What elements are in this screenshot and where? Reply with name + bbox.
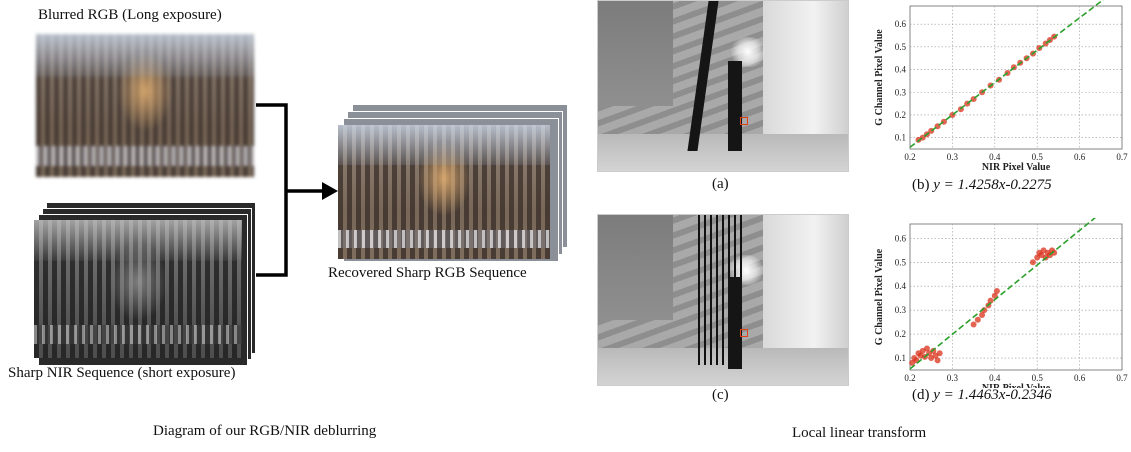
y-tick-label: 0.2 (895, 110, 906, 120)
caption-b: (b) y = 1.4258x-0.2275 (912, 177, 1052, 194)
caption-a: (a) (712, 176, 729, 192)
sharp-nir-label: Sharp NIR Sequence (short exposure) (8, 365, 236, 381)
y-tick-label: 0.4 (895, 281, 907, 291)
left-caption: Diagram of our RGB/NIR deblurring (153, 423, 377, 439)
sharp-nir-image (34, 220, 242, 358)
plot-frame (909, 223, 1123, 371)
x-tick-label: 0.7 (1116, 373, 1128, 383)
stair-image-c (597, 214, 849, 386)
x-tick-label: 0.2 (904, 373, 915, 383)
y-tick-label: 0.5 (895, 42, 907, 52)
blurred-rgb-image (36, 34, 254, 177)
y-tick-label: 0.1 (895, 353, 906, 363)
scatter-plot-b: 0.2 0.3 0.4 0.5 0.6 0.7 0.1 0.2 0.3 0.4 0.5 0.6 NIR … (874, 0, 1128, 172)
data-point (979, 311, 986, 318)
data-point (936, 350, 943, 357)
caption-b-equation: y = 1.4258x-0.2275 (933, 177, 1052, 193)
x-tick-label: 0.5 (1032, 152, 1044, 162)
y-tick-label: 0.4 (895, 65, 907, 75)
stair-image-a (597, 0, 849, 172)
scatter-plot-d: 0.2 0.3 0.4 0.5 0.6 0.7 0.1 0.2 0.3 0.4 0.5 0.6 NIR … (874, 218, 1128, 388)
data-point (991, 292, 998, 299)
recovered-sequence-label: Recovered Sharp RGB Sequence (328, 265, 527, 281)
fit-line (910, 218, 1097, 370)
x-axis-label: NIR Pixel Value (982, 383, 1051, 388)
x-tick-label: 0.7 (1116, 152, 1128, 162)
caption-d-equation: y = 1.4463x-0.2346 (933, 387, 1052, 403)
x-tick-label: 0.3 (947, 152, 959, 162)
x-tick-label: 0.5 (1032, 373, 1044, 383)
x-tick-label: 0.4 (989, 152, 1001, 162)
x-tick-label: 0.6 (1074, 373, 1086, 383)
data-point (993, 288, 1000, 295)
data-point (987, 297, 994, 304)
caption-d-prefix: (d) (912, 387, 934, 403)
data-point (1051, 249, 1058, 256)
caption-c: (c) (712, 387, 729, 403)
data-point (974, 316, 981, 323)
y-tick-label: 0.2 (895, 329, 906, 339)
x-axis-label: NIR Pixel Value (982, 162, 1051, 172)
data-point (1029, 259, 1036, 266)
y-tick-label: 0.3 (895, 87, 907, 97)
data-point (934, 357, 941, 364)
y-tick-label: 0.1 (895, 133, 906, 143)
x-tick-label: 0.3 (947, 373, 959, 383)
x-tick-label: 0.2 (904, 152, 915, 162)
merge-arrow (256, 103, 338, 277)
recovered-rgb-image (338, 125, 550, 259)
caption-d: (d) y = 1.4463x-0.2346 (912, 387, 1052, 404)
right-caption: Local linear transform (792, 425, 927, 441)
y-tick-label: 0.5 (895, 257, 907, 267)
x-tick-label: 0.4 (989, 373, 1001, 383)
y-axis-label: G Channel Pixel Value (874, 248, 885, 345)
y-tick-label: 0.3 (895, 305, 907, 315)
y-axis-label: G Channel Pixel Value (874, 29, 885, 126)
x-tick-label: 0.6 (1074, 152, 1086, 162)
data-point (970, 321, 977, 328)
y-tick-label: 0.6 (895, 233, 907, 243)
plot-frame (909, 5, 1123, 150)
data-point (923, 345, 930, 352)
blurred-rgb-label: Blurred RGB (Long exposure) (38, 7, 222, 23)
caption-b-prefix: (b) (912, 177, 934, 193)
y-tick-label: 0.6 (895, 19, 907, 29)
